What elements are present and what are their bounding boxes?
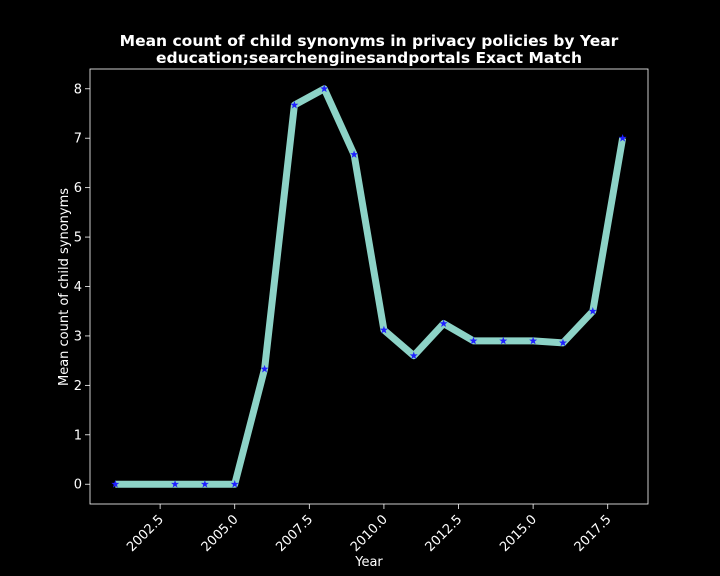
data-point	[111, 480, 120, 488]
data-point	[558, 338, 567, 347]
x-axis-label: Year	[354, 555, 383, 570]
y-tick-label: 3	[74, 329, 82, 344]
chart-subtitle: education;searchenginesandportals Exact …	[156, 49, 582, 67]
data-point	[171, 480, 180, 488]
plot-area	[111, 84, 627, 488]
data-point	[379, 325, 388, 334]
y-tick-label: 1	[74, 428, 82, 443]
data-point	[260, 364, 269, 373]
y-tick-label: 6	[74, 181, 82, 196]
data-point	[588, 307, 597, 315]
data-point	[499, 336, 508, 345]
data-point	[290, 100, 299, 109]
y-axis-label: Mean count of child synonyms	[57, 188, 72, 386]
data-point	[409, 351, 418, 360]
chart-title: Mean count of child synonyms in privacy …	[120, 32, 619, 50]
data-point	[350, 150, 359, 158]
data-point	[200, 480, 209, 488]
y-tick-label: 8	[74, 82, 82, 97]
y-tick-label: 5	[74, 231, 82, 246]
y-tick-label: 7	[74, 132, 82, 147]
data-point	[320, 84, 329, 93]
y-tick-label: 2	[74, 379, 82, 394]
data-point	[439, 319, 448, 327]
y-tick-label: 0	[74, 478, 82, 493]
data-point	[230, 480, 239, 488]
y-tick-label: 4	[74, 280, 82, 295]
data-point	[529, 336, 538, 345]
data-point	[469, 336, 478, 345]
data-point	[618, 134, 627, 142]
y-axis: 0 1 2 3 4 5 6 7 8	[74, 82, 90, 493]
